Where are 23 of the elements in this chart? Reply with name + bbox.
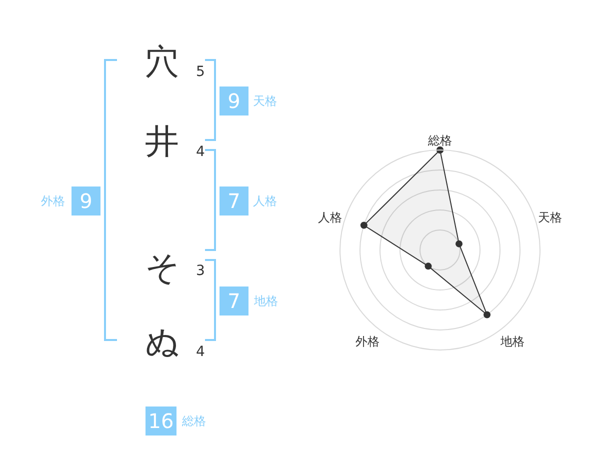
category-label: 外格: [41, 194, 65, 208]
spoke-label: 人格: [318, 210, 342, 224]
spoke-label: 天格: [538, 210, 562, 224]
category-label: 穴: [145, 42, 179, 82]
data-label: 3: [196, 263, 205, 279]
spoke-label: 総格: [427, 134, 452, 148]
category-label: 総格: [181, 414, 206, 428]
spoke-label: 外格: [356, 334, 380, 348]
category-label: 天格: [253, 94, 277, 108]
data-label: 16: [148, 409, 174, 433]
data-label: 7: [228, 189, 240, 213]
data-label: 9: [80, 189, 92, 213]
spoke-label: 地格: [499, 334, 524, 348]
data-label: 4: [196, 144, 205, 160]
category-label: ぬ: [145, 322, 180, 362]
category-label: そ: [145, 248, 180, 288]
category-label: 井: [145, 122, 179, 162]
data-label: 4: [196, 344, 205, 360]
data-label: 9: [228, 89, 240, 113]
category-label: 人格: [253, 194, 277, 208]
data-label: 5: [196, 64, 205, 80]
category-label: 地格: [253, 294, 278, 308]
data-label: 7: [228, 289, 240, 313]
